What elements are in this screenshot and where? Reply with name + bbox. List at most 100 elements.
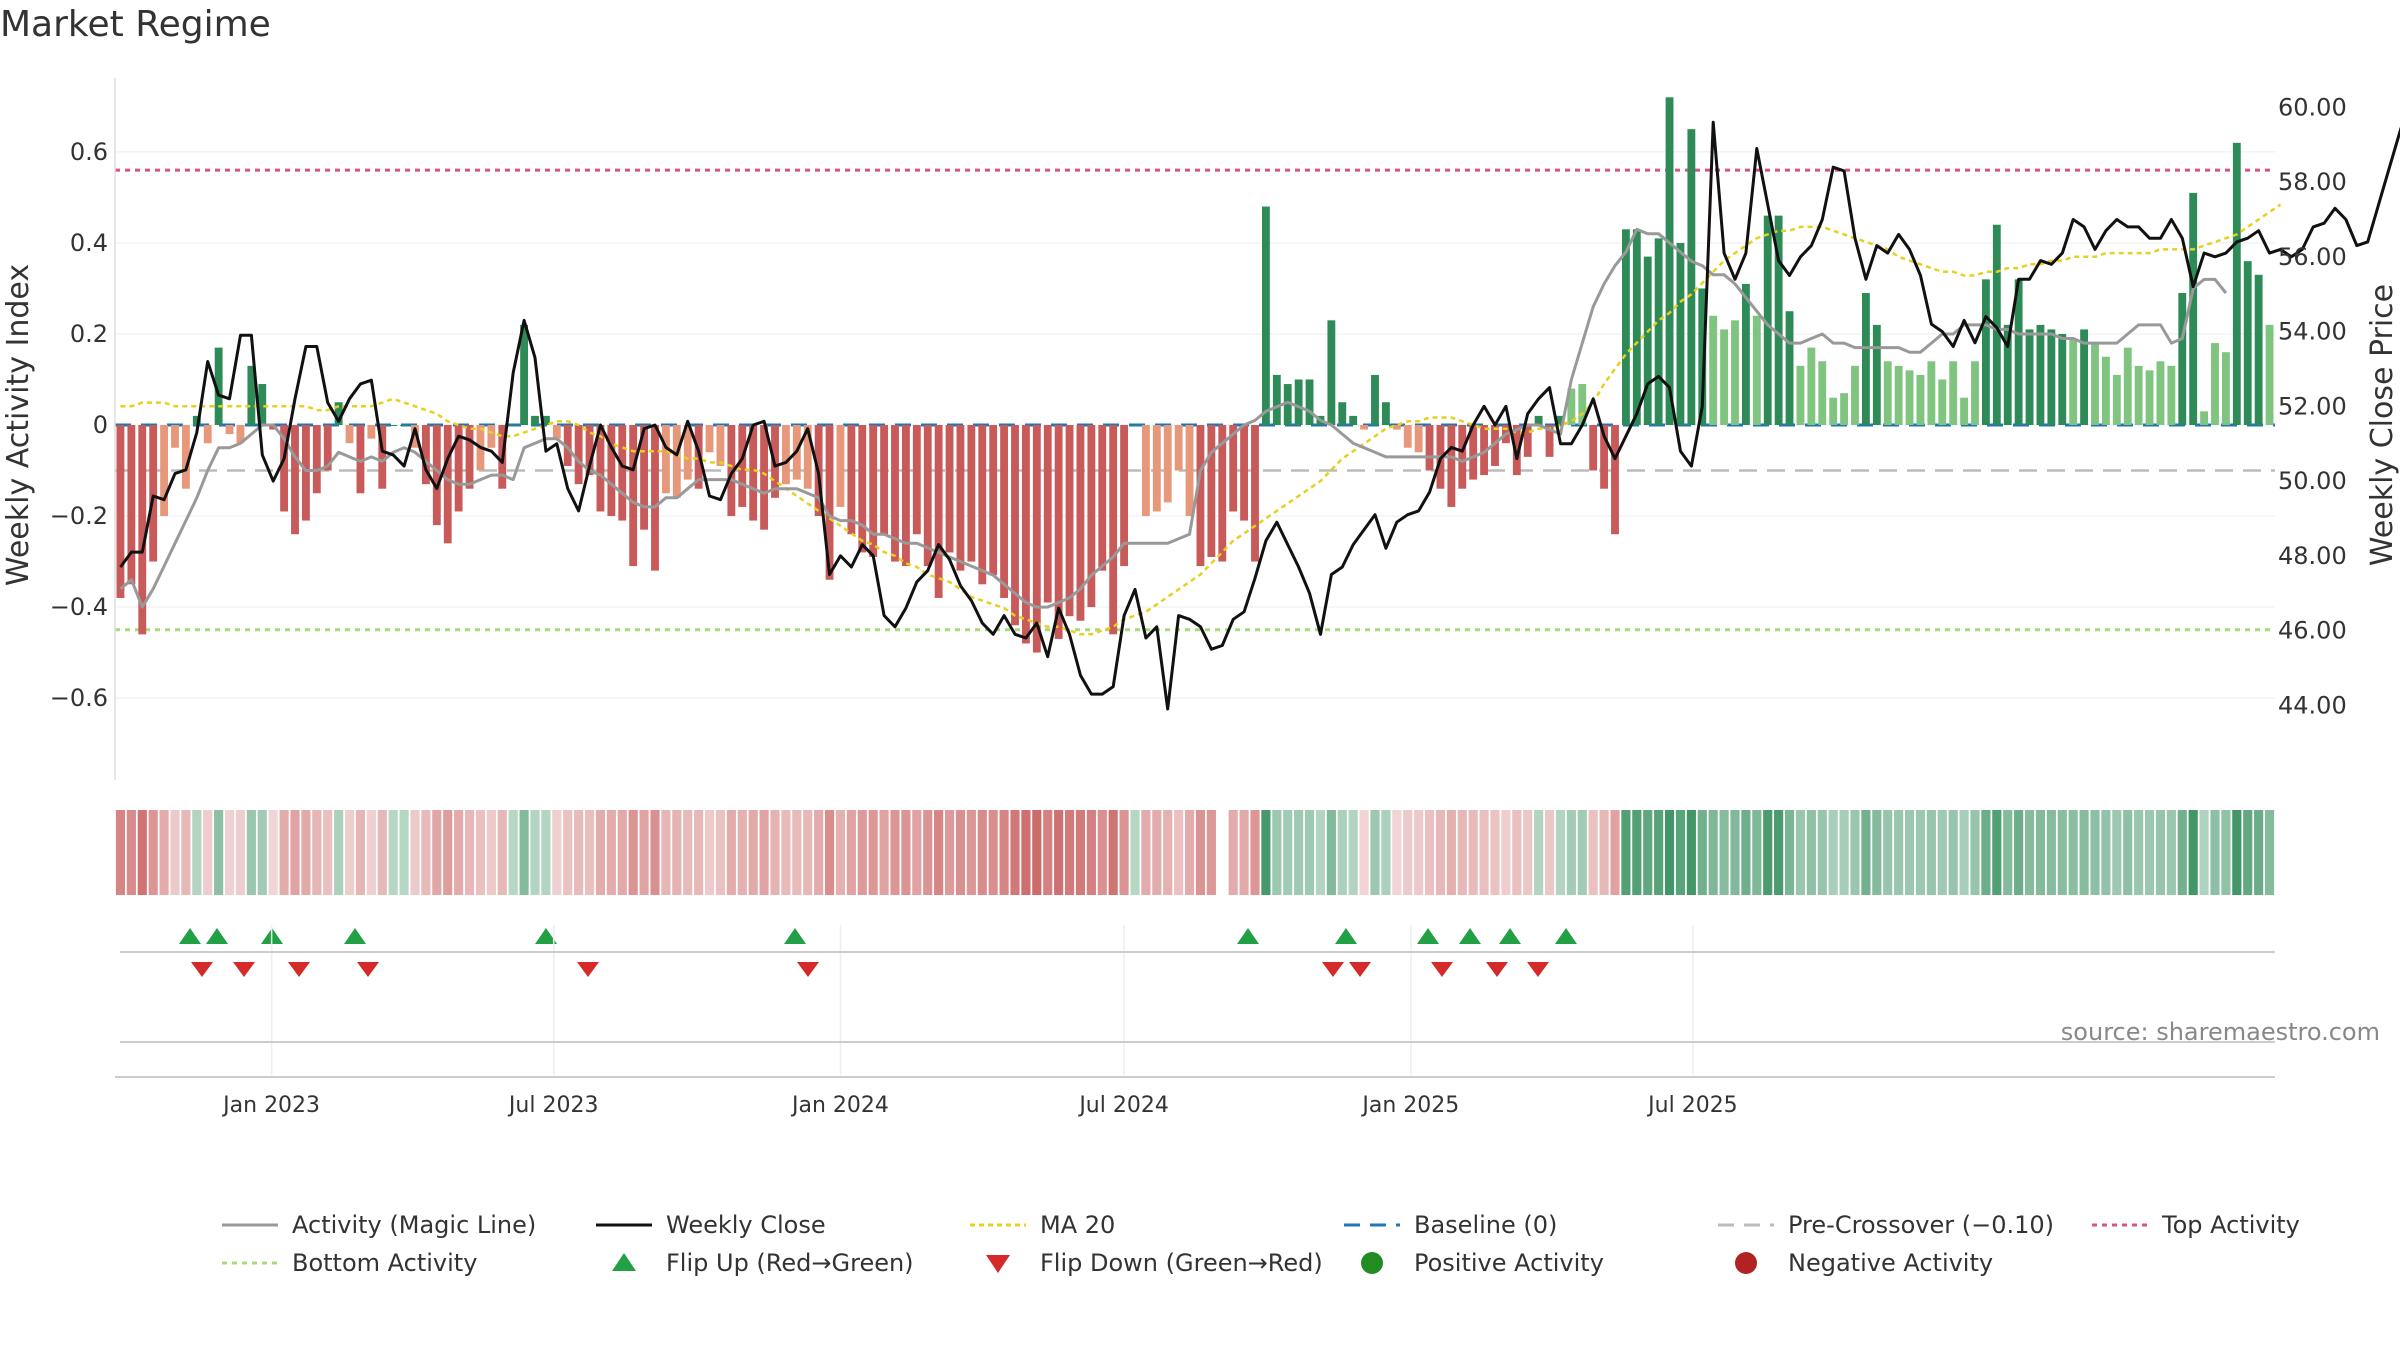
regime-cell [1926, 810, 1936, 895]
regime-cell [890, 810, 900, 895]
activity-bars [116, 97, 2274, 653]
activity-bar [1261, 206, 1270, 425]
regime-cell [1784, 810, 1795, 895]
activity-bar [1752, 315, 1761, 425]
regime-cell [683, 810, 693, 895]
regime-cell [1152, 810, 1162, 895]
activity-bar [1949, 361, 1958, 425]
regime-cell [454, 810, 464, 895]
activity-bar [1938, 379, 1947, 425]
regime-cell [126, 810, 136, 895]
regime-cell [1086, 810, 1096, 895]
regime-cell [1359, 810, 1369, 895]
y2-tick-label: 52.00 [2278, 392, 2347, 420]
regime-cell [279, 810, 289, 895]
regime-cell [1010, 810, 1020, 895]
activity-bar [1011, 425, 1019, 626]
flip-up-marker [344, 928, 366, 944]
flip-up-marker [1555, 928, 1577, 944]
regime-cell [726, 810, 736, 895]
regime-cell [497, 810, 507, 895]
activity-bar [869, 425, 878, 557]
activity-bar [1905, 370, 1914, 425]
regime-cell [552, 810, 562, 895]
activity-bar [858, 425, 867, 553]
activity-bar [1120, 425, 1129, 567]
regime-cell [1708, 810, 1718, 895]
activity-bar [2014, 279, 2023, 425]
y-tick-label: 0 [93, 411, 108, 439]
regime-cell [1108, 810, 1118, 895]
flip-up-marker [1499, 928, 1521, 944]
regime-cell [2024, 810, 2035, 895]
flip-up-marker [784, 928, 806, 944]
regime-cell [443, 810, 453, 895]
flip-down-marker [797, 962, 819, 977]
activity-bar [760, 425, 769, 530]
legend-label: Baseline (0) [1414, 1211, 1557, 1239]
activity-bar [1021, 425, 1030, 644]
activity-bar [651, 425, 659, 571]
activity-bar [880, 425, 889, 535]
activity-bar [1621, 229, 1630, 425]
activity-bar [705, 425, 714, 453]
activity-bar [1709, 315, 1718, 425]
regime-cell [475, 810, 486, 895]
flip-down-marker [1322, 962, 1344, 977]
activity-bar [1840, 393, 1849, 425]
activity-bar [181, 425, 190, 489]
activity-bar [1589, 425, 1598, 471]
regime-cell [944, 810, 955, 895]
regime-cell [1446, 810, 1456, 895]
regime-cell [1970, 810, 1980, 895]
activity-bar [1076, 425, 1085, 621]
regime-cell [661, 810, 671, 895]
activity-bar [672, 425, 681, 498]
regime-cell [1534, 810, 1544, 895]
regime-cell [1686, 810, 1696, 895]
flip-up-marker [179, 928, 201, 944]
regime-cell [1883, 810, 1893, 895]
activity-bar [978, 425, 987, 585]
activity-bar [432, 425, 441, 526]
regime-cell [421, 810, 431, 895]
regime-cell [1250, 810, 1260, 895]
activity-bar [1283, 384, 1292, 425]
activity-bar [1861, 293, 1870, 425]
activity-bar [1992, 224, 2001, 425]
activity-bar [214, 347, 223, 425]
activity-bar [912, 425, 921, 535]
flip-up-marker [206, 928, 228, 944]
activity-bar [1371, 374, 1379, 425]
regime-cell [1806, 810, 1816, 895]
regime-cell [1141, 810, 1151, 895]
regime-cell [377, 810, 387, 895]
activity-bar [1534, 415, 1543, 425]
flip-down-marker [288, 962, 310, 977]
regime-cell [1555, 810, 1566, 895]
activity-bar [487, 425, 496, 448]
regime-cell [1664, 810, 1675, 895]
flip-down-marker [233, 962, 255, 977]
activity-bar [2101, 356, 2110, 425]
regime-cell [2003, 810, 2013, 895]
legend-label: Pre-Crossover (−0.10) [1788, 1211, 2054, 1239]
activity-bar [574, 425, 583, 485]
regime-cell [650, 810, 660, 895]
flip-down-marker [1349, 962, 1371, 977]
activity-bar [640, 425, 649, 530]
activity-bar [1785, 311, 1794, 425]
regime-cell [1414, 810, 1424, 895]
activity-bar [552, 425, 561, 439]
activity-bar [541, 415, 550, 425]
activity-bar [1731, 320, 1739, 425]
regime-cell [1599, 810, 1609, 895]
regime-cell [1544, 810, 1555, 895]
regime-cell [857, 810, 867, 895]
regime-cell [672, 810, 682, 895]
activity-bar [323, 425, 332, 471]
x-tick-label: Jul 2025 [1646, 1093, 1738, 1118]
activity-bar [1545, 425, 1554, 457]
regime-cell [2177, 810, 2187, 895]
chart-title: Market Regime [0, 4, 271, 45]
